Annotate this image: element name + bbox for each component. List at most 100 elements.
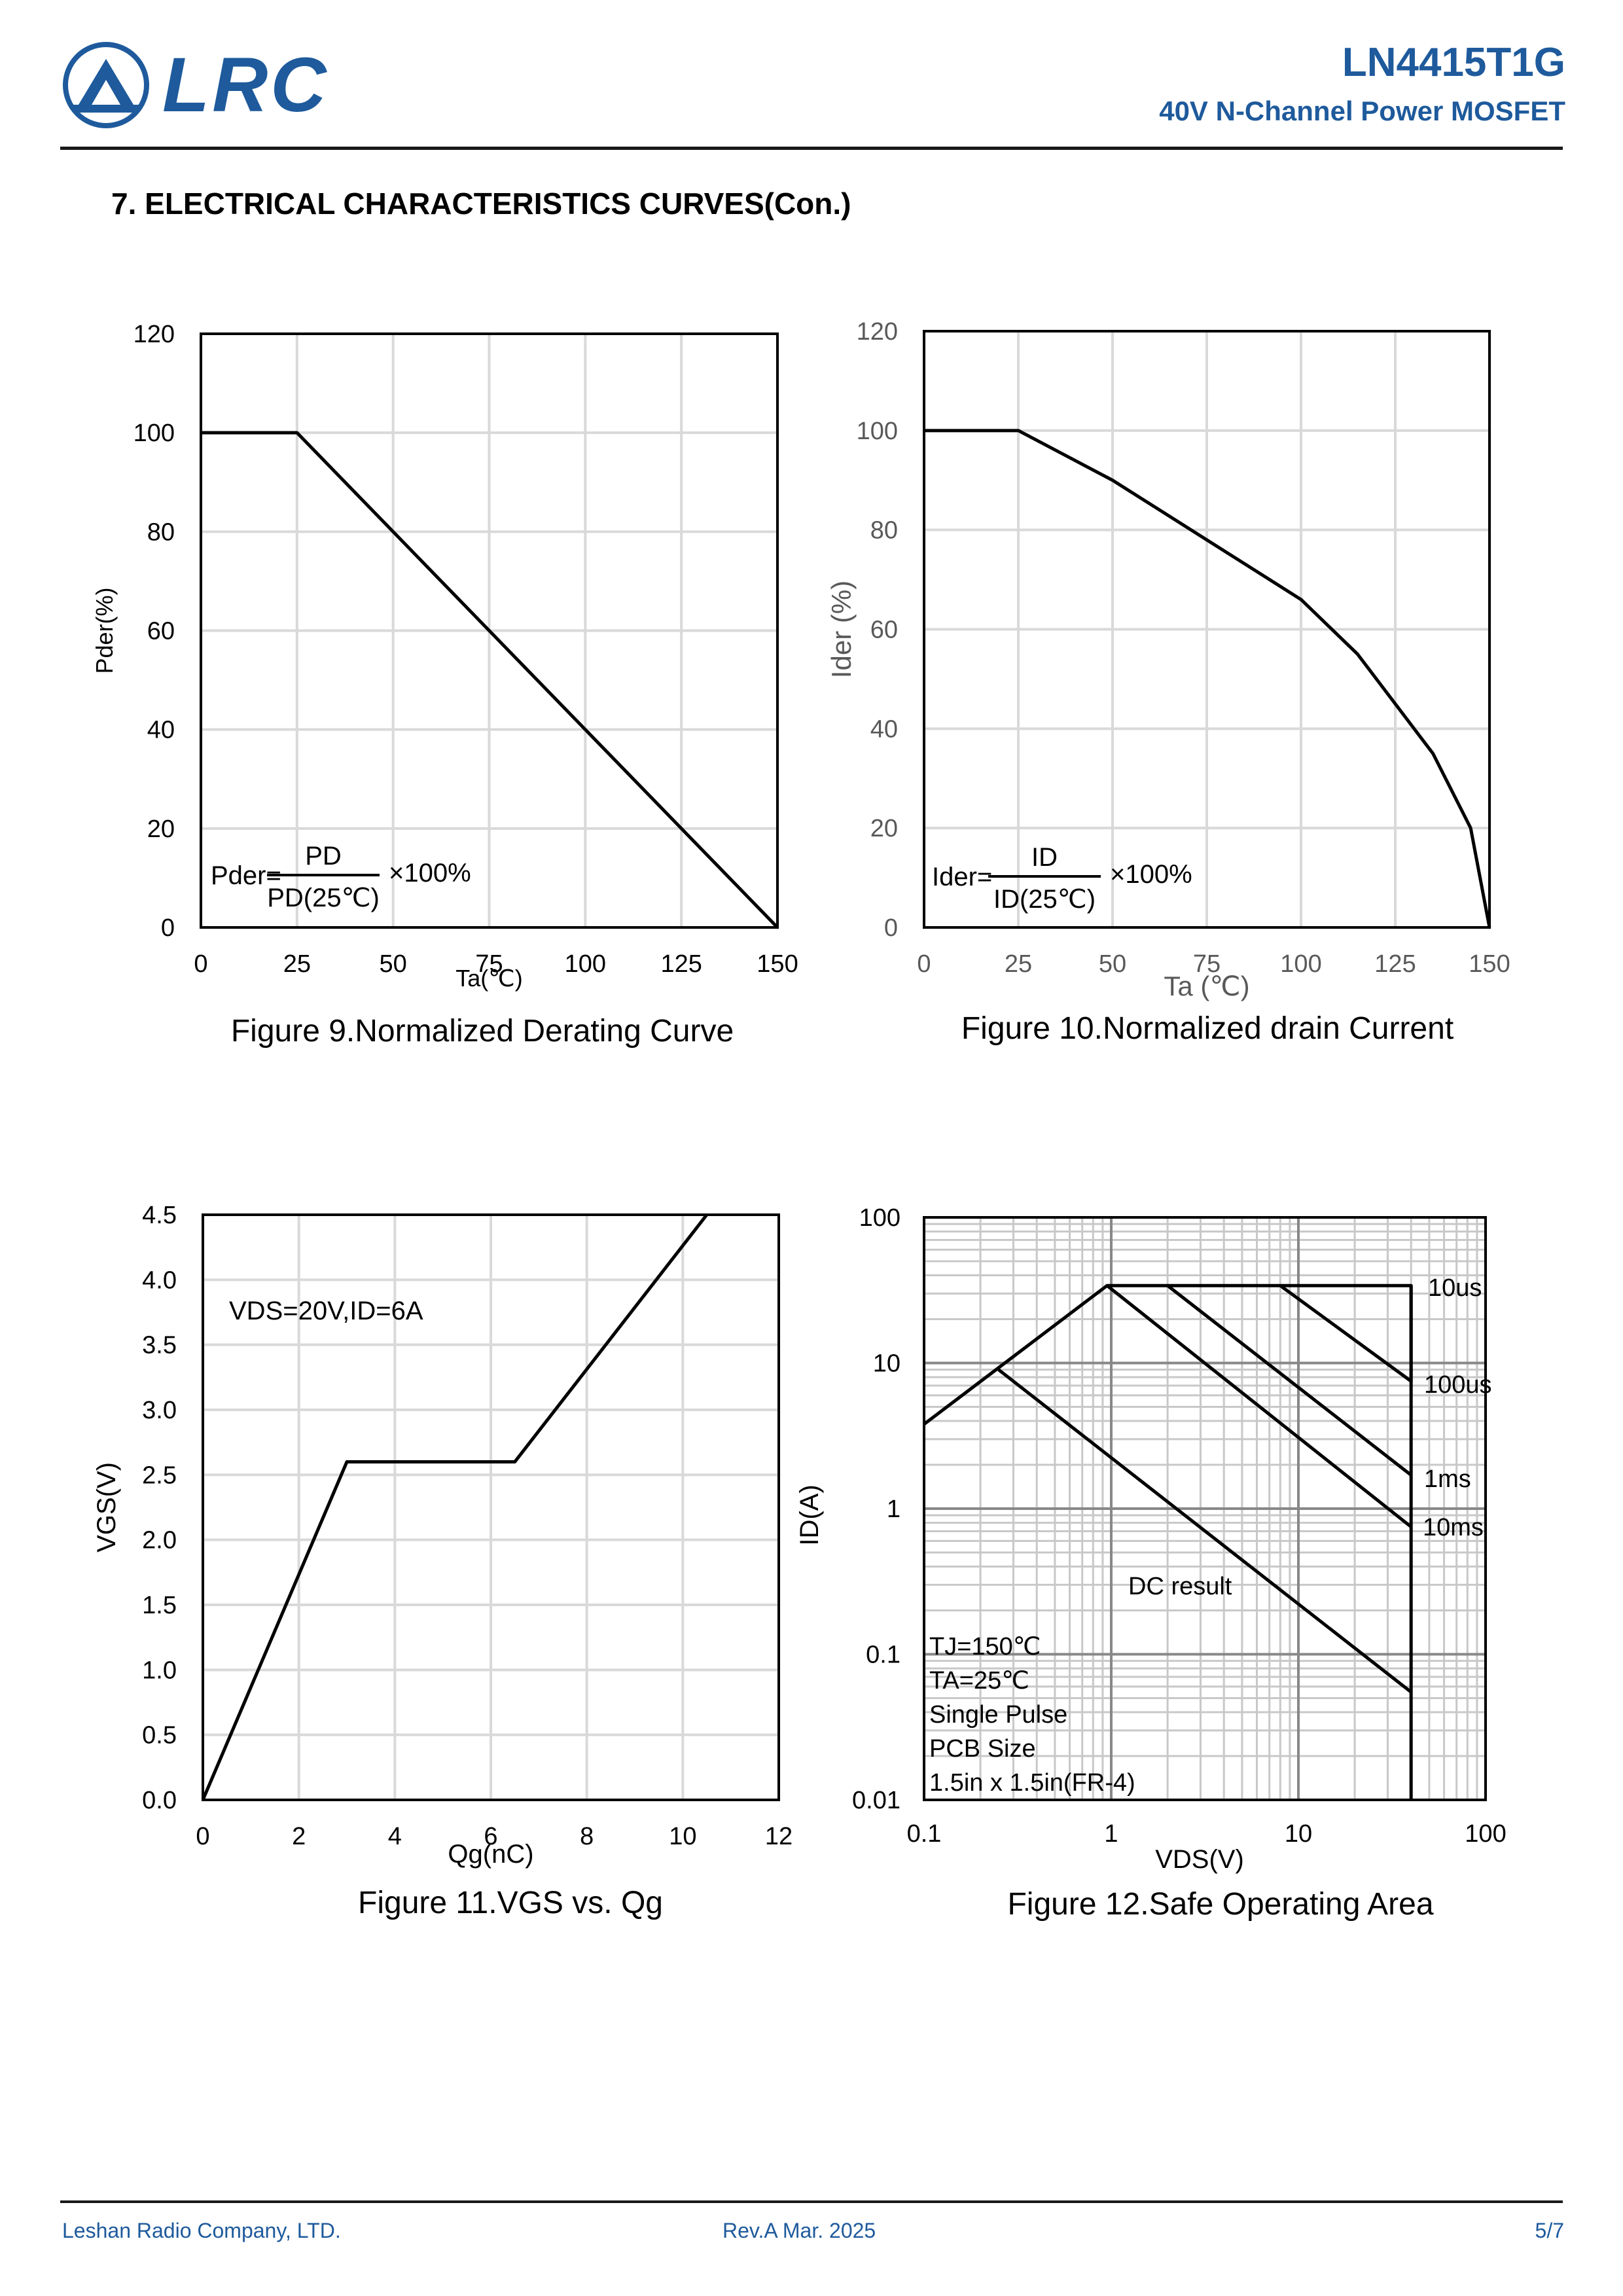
- y-tick-label: 20: [870, 815, 898, 842]
- soa-condition-text: 1.5in x 1.5in(FR-4): [929, 1769, 1135, 1797]
- y-tick-label: 3.5: [142, 1332, 177, 1359]
- x-tick-label: 150: [757, 950, 798, 978]
- soa-series-label: 10ms: [1423, 1514, 1484, 1541]
- y-tick-label: 40: [870, 715, 898, 743]
- y-tick-label: 100: [859, 1204, 901, 1232]
- soa-condition-text: TJ=150℃: [929, 1633, 1041, 1660]
- y-tick-label: 100: [857, 418, 898, 445]
- series-line: [201, 1213, 708, 1801]
- plot-frame: [923, 1216, 1487, 1801]
- y-tick-label: 80: [870, 517, 898, 545]
- x-tick-label: 10: [669, 1823, 696, 1850]
- y-tick-label: 4.5: [142, 1202, 177, 1229]
- y-tick-label: 4.0: [142, 1266, 177, 1294]
- y-tick-label: 2.0: [142, 1527, 177, 1554]
- formula-multiplier: ×100%: [1110, 860, 1192, 889]
- x-tick-label: 125: [660, 950, 702, 978]
- y-axis-label: Ider (%): [826, 581, 857, 678]
- figure-12-caption: Figure 12.Safe Operating Area: [1007, 1887, 1434, 1922]
- y-tick-label: 0.1: [866, 1641, 901, 1669]
- series-line: [201, 431, 779, 929]
- soa-series-label: 100us: [1424, 1371, 1492, 1399]
- soa-condition-text: TA=25℃: [929, 1667, 1029, 1695]
- product-subtitle: 40V N-Channel Power MOSFET: [1159, 96, 1565, 126]
- y-tick-label: 0.0: [142, 1787, 177, 1814]
- logo-text: LRC: [162, 42, 329, 128]
- soa-series-line: [997, 1368, 1412, 1694]
- y-tick-label: 120: [134, 321, 175, 348]
- soa-series-label: 10us: [1428, 1274, 1482, 1302]
- figure-9-caption: Figure 9.Normalized Derating Curve: [230, 1014, 734, 1049]
- x-tick-label: 125: [1374, 950, 1416, 978]
- y-tick-label: 0: [161, 914, 175, 942]
- x-tick-label: 50: [380, 950, 407, 978]
- soa-condition-text: Single Pulse: [929, 1701, 1067, 1729]
- x-tick-label: 12: [765, 1823, 793, 1850]
- x-tick-label: 75: [475, 950, 503, 978]
- y-tick-label: 20: [147, 816, 175, 843]
- x-tick-label: 150: [1469, 950, 1510, 978]
- figure-11-caption: Figure 11.VGS vs. Qg: [358, 1886, 663, 1920]
- x-tick-label: 50: [1099, 950, 1126, 978]
- x-tick-label: 6: [484, 1823, 497, 1850]
- formula-numerator: ID: [1031, 843, 1058, 872]
- x-axis-label: Qg(nC): [448, 1840, 533, 1869]
- soa-series-label: DC result: [1128, 1573, 1232, 1600]
- plot-frame: [200, 332, 779, 929]
- x-tick-label: 4: [388, 1823, 402, 1850]
- x-tick-label: 25: [1005, 950, 1032, 978]
- footer-page: 5/7: [1535, 2219, 1564, 2242]
- y-tick-label: 60: [870, 617, 898, 644]
- x-tick-label: 1: [1104, 1820, 1118, 1848]
- y-tick-label: 1: [887, 1496, 901, 1523]
- footer-divider: [60, 2200, 1563, 2203]
- x-tick-label: 0: [196, 1823, 209, 1850]
- y-tick-label: 60: [147, 618, 175, 645]
- figure-10-caption: Figure 10.Normalized drain Current: [961, 1011, 1454, 1046]
- y-axis-label: ID(A): [795, 1484, 824, 1545]
- formula-numerator: PD: [305, 842, 342, 870]
- y-tick-label: 1.5: [142, 1592, 177, 1619]
- x-axis-label: Ta (℃): [1164, 971, 1249, 1001]
- series-line: [924, 429, 1491, 928]
- footer-revision: Rev.A Mar. 2025: [722, 2219, 876, 2242]
- soa-series-line: [1279, 1284, 1412, 1383]
- footer-company: Leshan Radio Company, LTD.: [62, 2219, 341, 2242]
- y-tick-label: 100: [134, 420, 175, 447]
- formula-lhs: Ider=: [932, 863, 992, 891]
- x-tick-label: 0.1: [907, 1820, 942, 1848]
- y-tick-label: 2.5: [142, 1462, 177, 1489]
- soa-condition-text: PCB Size: [929, 1735, 1036, 1763]
- x-tick-label: 100: [1280, 950, 1321, 978]
- y-tick-label: 40: [147, 717, 175, 744]
- y-axis-label: Pder(%): [91, 587, 118, 673]
- vgs-condition-label: VDS=20V,ID=6A: [229, 1297, 423, 1325]
- y-tick-label: 80: [147, 518, 175, 546]
- y-tick-label: 0.01: [852, 1787, 901, 1814]
- plot-frame: [202, 1213, 780, 1801]
- section-title: 7. ELECTRICAL CHARACTERISTICS CURVES(Con…: [111, 187, 851, 221]
- part-number: LN4415T1G: [1342, 40, 1565, 85]
- formula-multiplier: ×100%: [389, 859, 471, 888]
- x-tick-label: 10: [1285, 1820, 1312, 1848]
- plot-frame: [923, 330, 1491, 929]
- soa-series-line: [1106, 1284, 1412, 1528]
- x-tick-label: 100: [1465, 1820, 1506, 1848]
- formula-denominator: ID(25℃): [993, 885, 1096, 914]
- x-tick-label: 25: [283, 950, 311, 978]
- x-axis-label: Ta(℃): [455, 965, 522, 992]
- y-tick-label: 0: [884, 914, 898, 942]
- x-tick-label: 0: [194, 950, 207, 978]
- x-tick-label: 100: [565, 950, 606, 978]
- y-axis-label: VGS(V): [92, 1462, 121, 1552]
- soa-series-label: 1ms: [1424, 1465, 1471, 1493]
- x-tick-label: 0: [917, 950, 931, 978]
- y-tick-label: 1.0: [142, 1657, 177, 1684]
- header-divider: [60, 147, 1563, 150]
- y-tick-label: 3.0: [142, 1397, 177, 1424]
- x-tick-label: 8: [580, 1823, 594, 1850]
- y-tick-label: 120: [857, 318, 898, 346]
- formula-denominator: PD(25℃): [267, 884, 380, 912]
- x-tick-label: 2: [292, 1823, 306, 1850]
